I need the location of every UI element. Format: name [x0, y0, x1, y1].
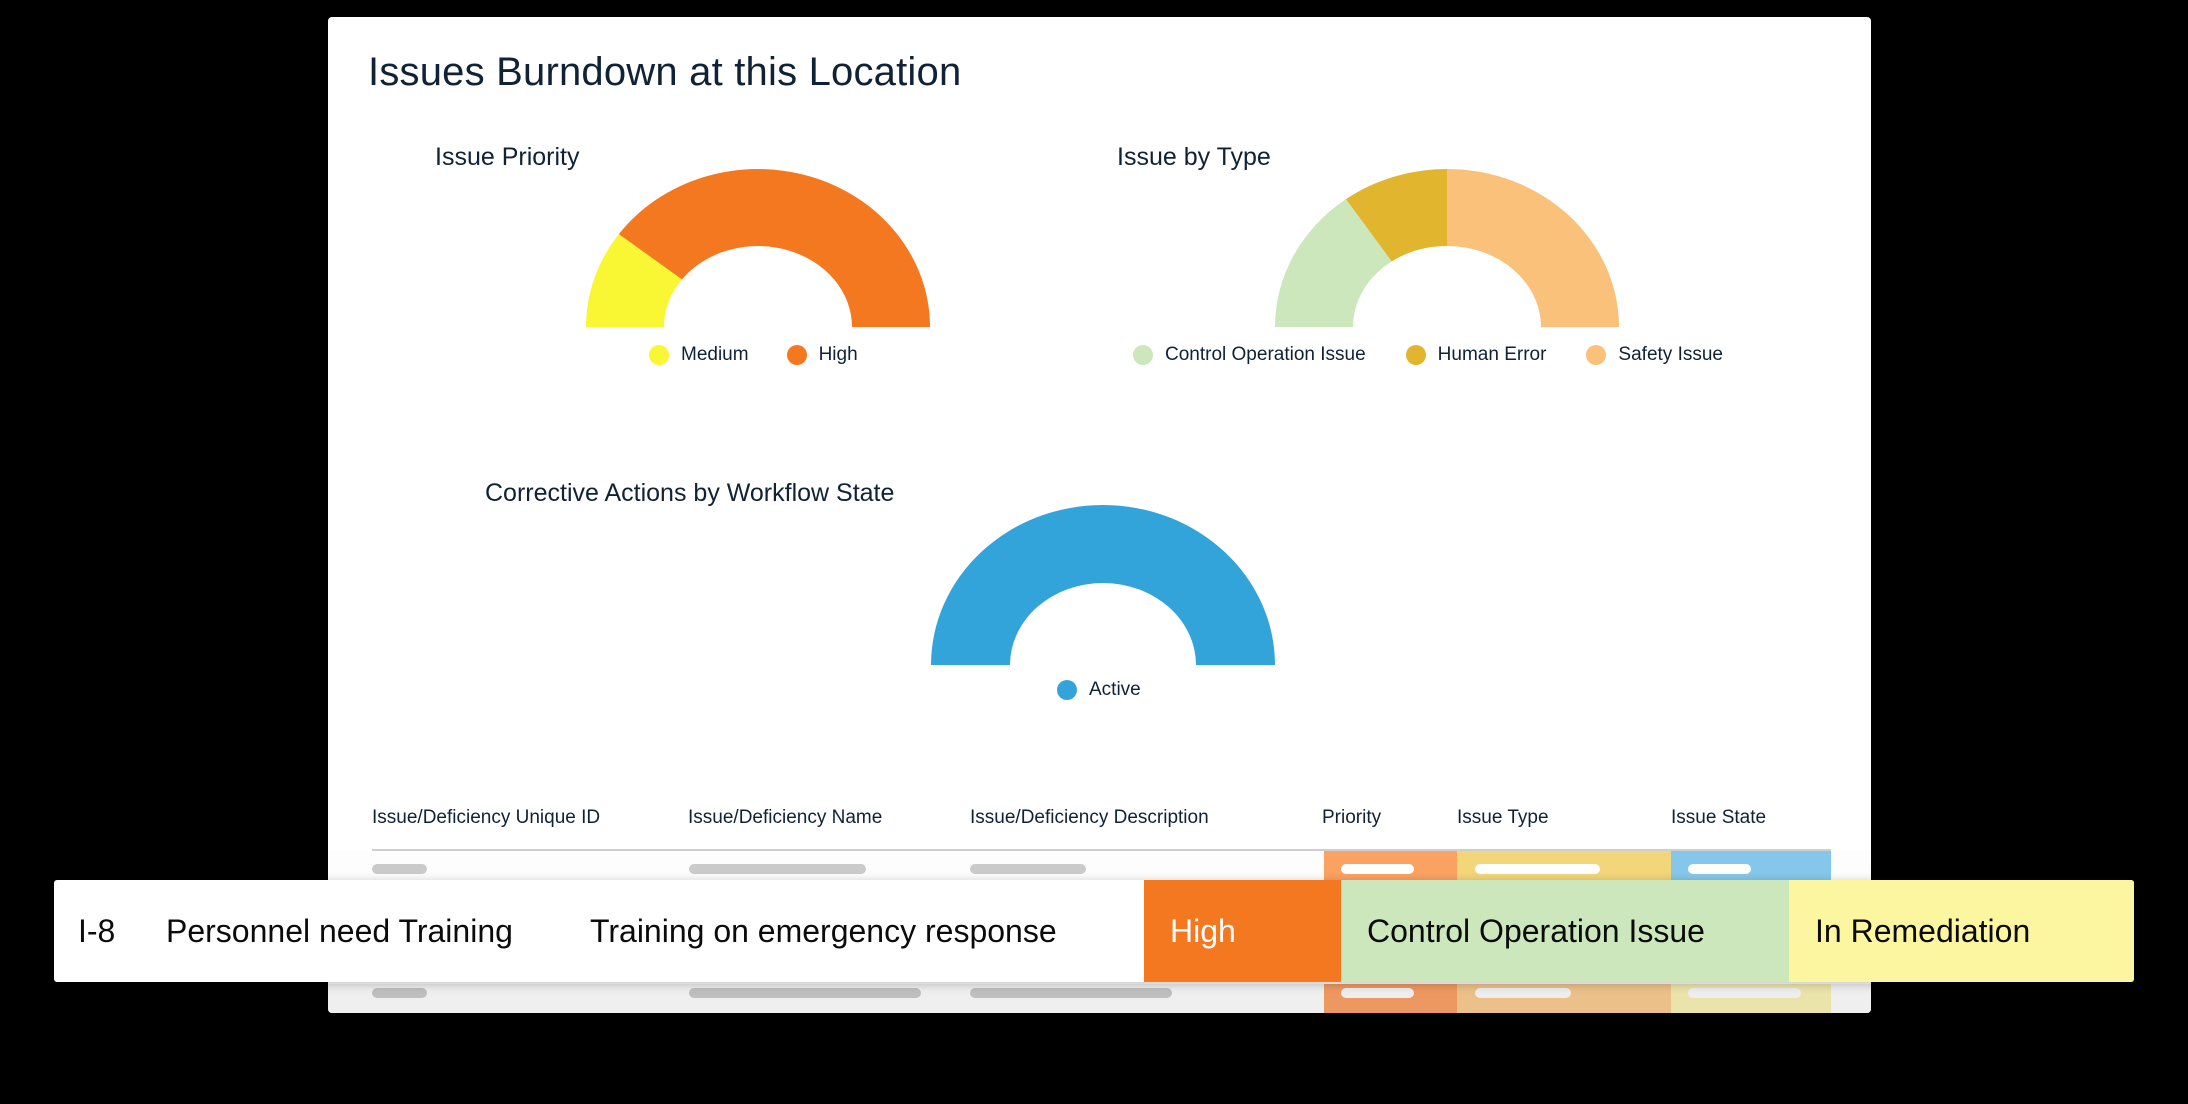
- issue-state-value: In Remediation: [1815, 913, 2031, 949]
- legend-item-human-error[interactable]: Human Error: [1405, 344, 1547, 366]
- legend-item-safety-issue[interactable]: Safety Issue: [1586, 344, 1723, 366]
- issue-state-cell: [1671, 984, 1831, 1013]
- placeholder-bar: [1341, 864, 1414, 874]
- priority-cell: [1324, 984, 1457, 1013]
- placeholder-bar: [970, 988, 1172, 998]
- column-header-unique-id[interactable]: Issue/Deficiency Unique ID: [372, 807, 601, 828]
- legend-item-medium[interactable]: Medium: [649, 344, 749, 366]
- gauge-segment-control-operation-issue[interactable]: [1275, 199, 1392, 327]
- legend-label: Active: [1089, 679, 1141, 700]
- legend-label: High: [818, 344, 858, 365]
- legend-label: Control Operation Issue: [1165, 344, 1366, 365]
- issue-state-badge: In Remediation: [1789, 880, 2134, 982]
- column-header-priority[interactable]: Priority: [1322, 807, 1382, 828]
- issue-description: Training on emergency response: [590, 913, 1057, 949]
- placeholder-bar: [1688, 988, 1801, 998]
- legend-label: Medium: [681, 344, 749, 365]
- table-row-placeholder[interactable]: [328, 984, 1871, 1013]
- chart-title-corrective-actions: Corrective Actions by Workflow State: [485, 479, 895, 507]
- issue-type-cell: [1457, 984, 1671, 1013]
- placeholder-bar: [1475, 988, 1571, 998]
- legend-dot-high-icon: [786, 345, 807, 365]
- column-header-issue-type[interactable]: Issue Type: [1457, 807, 1549, 828]
- legend-item-active[interactable]: Active: [1057, 679, 1141, 701]
- gauge-segment-active[interactable]: [931, 505, 1275, 665]
- legend-dot-safety-issue-icon: [1586, 345, 1607, 365]
- legend-dot-control-operation-icon: [1133, 345, 1153, 365]
- issue-type-value: Control Operation Issue: [1367, 913, 1705, 949]
- column-header-issue-state[interactable]: Issue State: [1671, 807, 1767, 828]
- issue-priority-gauge-chart[interactable]: [586, 167, 930, 327]
- gauge-segment-high[interactable]: [618, 169, 930, 327]
- placeholder-bar: [1475, 864, 1600, 874]
- corrective-actions-gauge-chart[interactable]: [931, 503, 1275, 665]
- legend-dot-human-error-icon: [1405, 345, 1426, 365]
- legend-item-high[interactable]: High: [786, 344, 858, 366]
- issue-type-badge: Control Operation Issue: [1341, 880, 1789, 982]
- issue-by-type-legend: Control Operation Issue Human Error Safe…: [1133, 344, 1723, 366]
- placeholder-bar: [689, 864, 866, 874]
- column-header-name[interactable]: Issue/Deficiency Name: [688, 807, 883, 828]
- legend-label: Human Error: [1437, 344, 1547, 365]
- priority-value: High: [1170, 913, 1236, 949]
- highlighted-table-row[interactable]: I-8 Personnel need Training Training on …: [54, 880, 2134, 982]
- placeholder-bar: [1688, 864, 1751, 874]
- corrective-actions-legend: Active: [1057, 679, 1141, 701]
- page-title: Issues Burndown at this Location: [368, 50, 962, 94]
- placeholder-bar: [372, 864, 427, 874]
- chart-title-issue-priority: Issue Priority: [435, 143, 580, 171]
- placeholder-bar: [1341, 988, 1414, 998]
- issue-priority-legend: Medium High: [649, 344, 858, 366]
- placeholder-bar: [970, 864, 1086, 874]
- dashboard-card: Issues Burndown at this Location Issue P…: [328, 17, 1871, 1013]
- legend-label: Safety Issue: [1618, 344, 1723, 365]
- placeholder-bar: [372, 988, 427, 998]
- gauge-segment-medium[interactable]: [586, 234, 682, 327]
- legend-item-control-operation-issue[interactable]: Control Operation Issue: [1133, 344, 1366, 366]
- table-header-divider: [372, 849, 1831, 851]
- placeholder-bar: [689, 988, 921, 998]
- legend-dot-medium-icon: [649, 345, 669, 365]
- column-header-description[interactable]: Issue/Deficiency Description: [970, 807, 1209, 828]
- issue-by-type-gauge-chart[interactable]: [1275, 167, 1619, 327]
- gauge-segment-human-error[interactable]: [1345, 169, 1447, 262]
- gauge-segment-safety-issue[interactable]: [1447, 169, 1619, 327]
- chart-title-issue-by-type: Issue by Type: [1117, 143, 1271, 171]
- issue-name: Personnel need Training: [166, 913, 513, 949]
- priority-badge: High: [1144, 880, 1341, 982]
- legend-dot-active-icon: [1057, 680, 1077, 700]
- issue-id: I-8: [78, 913, 116, 949]
